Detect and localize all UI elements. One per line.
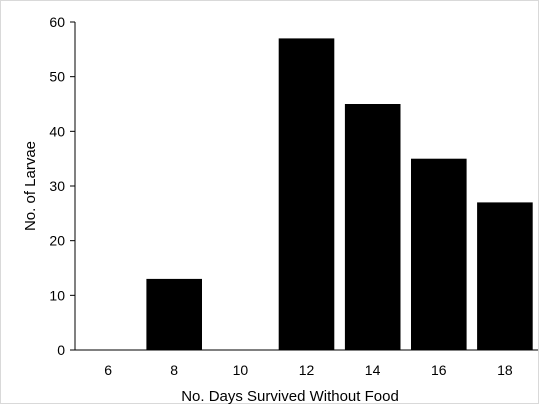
x-axis-title: No. Days Survived Without Food <box>181 388 399 405</box>
y-tick-label: 40 <box>49 123 65 139</box>
bar-8 <box>146 278 202 350</box>
x-tick-label: 8 <box>170 362 178 378</box>
y-axis-ticks: 0 10 20 30 40 50 60 <box>49 14 75 358</box>
x-tick-label: 10 <box>233 362 249 378</box>
bars <box>146 38 533 351</box>
y-tick-label: 50 <box>49 69 65 85</box>
bar-18 <box>477 202 533 350</box>
bar-16 <box>411 158 467 350</box>
x-tick-label: 18 <box>497 362 513 378</box>
bar-12 <box>278 38 335 351</box>
y-tick-label: 0 <box>57 342 65 358</box>
y-tick-label: 30 <box>49 178 65 194</box>
y-tick-label: 10 <box>49 287 65 303</box>
y-axis-title: No. of Larvae <box>22 141 39 231</box>
x-tick-label: 14 <box>365 362 381 378</box>
bar-14 <box>344 104 401 350</box>
y-tick-label: 20 <box>49 233 65 249</box>
x-axis-ticks: 6 8 10 12 14 16 18 <box>104 362 513 378</box>
x-tick-label: 6 <box>104 362 112 378</box>
x-tick-label: 12 <box>299 362 315 378</box>
axes <box>74 22 538 351</box>
y-tick-label: 60 <box>49 14 65 30</box>
x-tick-label: 16 <box>431 362 447 378</box>
